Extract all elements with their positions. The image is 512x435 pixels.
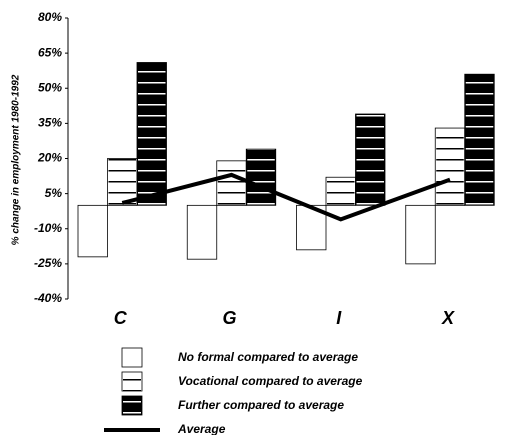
y-axis-label: % change in employment 1980-1992	[11, 74, 22, 245]
y-tick-label: 80%	[38, 10, 62, 24]
legend-swatch	[121, 347, 143, 368]
bar	[405, 204, 436, 265]
y-tick-label: 35%	[38, 116, 62, 130]
bar-stripes	[436, 128, 464, 206]
y-tick-label: -25%	[34, 256, 62, 270]
x-tick-label: C	[114, 308, 128, 328]
legend-label: No formal compared to average	[178, 350, 358, 364]
legend-stripes	[123, 396, 141, 415]
legend-label: Vocational compared to average	[178, 374, 363, 388]
y-tick-label: 5%	[45, 186, 63, 200]
y-tick-label: 20%	[37, 151, 62, 165]
y-tick-label: 65%	[38, 45, 62, 59]
x-tick-label: X	[441, 308, 455, 328]
bar-stripes	[247, 149, 275, 206]
x-tick-label: G	[222, 308, 236, 328]
bar-stripes	[356, 114, 384, 206]
y-tick-label: 50%	[38, 80, 62, 94]
bar-stripes	[108, 158, 136, 206]
bar	[77, 204, 108, 258]
bar-stripes	[465, 74, 494, 206]
x-tick-label: I	[336, 308, 342, 328]
legend-label: Further compared to average	[178, 398, 344, 412]
bar-stripes	[217, 160, 246, 206]
line	[121, 172, 451, 222]
y-tick-label: -10%	[34, 221, 62, 235]
bar	[186, 204, 218, 260]
legend-label: Average	[177, 422, 226, 435]
bar-stripes	[138, 62, 166, 206]
y-tick-label: -40%	[34, 291, 62, 305]
legend-stripes	[123, 372, 141, 391]
bar-stripes	[327, 177, 355, 206]
